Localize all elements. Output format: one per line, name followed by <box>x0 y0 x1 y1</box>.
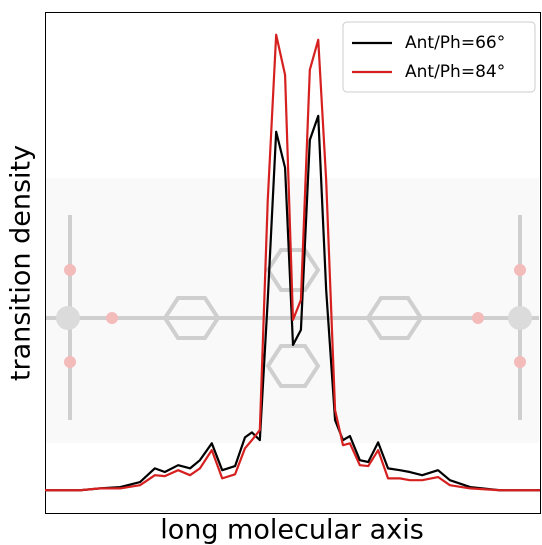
line-series <box>45 114 540 492</box>
plot-frame <box>45 12 541 514</box>
legend-label: Ant/Ph=66° <box>405 33 505 53</box>
plot-area <box>45 33 540 492</box>
x-axis-label: long molecular axis <box>160 515 424 545</box>
legend-box <box>342 21 536 93</box>
legend: Ant/Ph=66° Ant/Ph=84° <box>342 21 536 93</box>
molecule-background <box>46 178 539 443</box>
y-axis-label: transition density <box>6 145 37 381</box>
line-series <box>45 33 540 492</box>
legend-label: Ant/Ph=84° <box>405 62 505 82</box>
